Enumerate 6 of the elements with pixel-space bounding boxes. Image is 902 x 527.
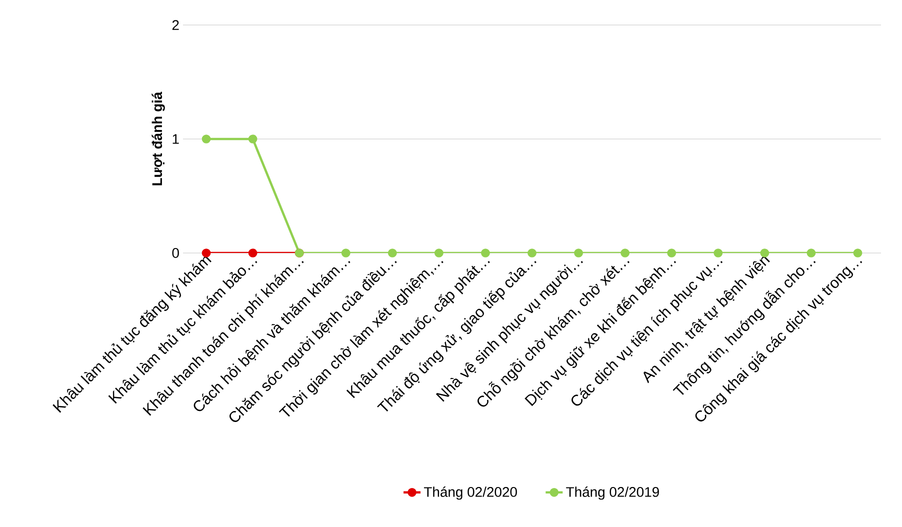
y-tick-label: 1: [172, 134, 179, 144]
y-axis-title: Lượt đánh giá: [152, 92, 165, 186]
y-tick-label: 0: [172, 248, 179, 258]
legend-label: Tháng 02/2019: [566, 486, 659, 500]
y-tick-label: 2: [172, 20, 179, 30]
legend-label: Tháng 02/2020: [424, 486, 517, 500]
